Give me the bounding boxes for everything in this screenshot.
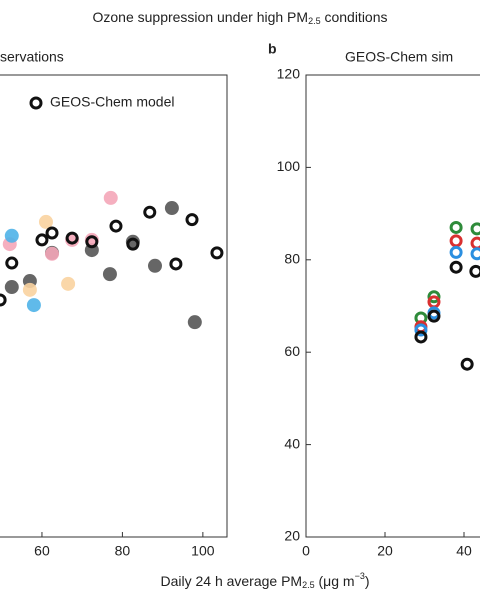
panel-label: b — [268, 41, 277, 57]
title-part: Ozone suppression under high PM — [92, 9, 308, 25]
xlabel-sub: 2.5 — [302, 580, 315, 590]
data-point — [427, 290, 441, 304]
y-tick-label: 80 — [284, 251, 300, 267]
data-point — [470, 247, 480, 261]
data-point — [147, 258, 162, 273]
data-point — [61, 276, 76, 291]
x-tick-label: 100 — [191, 543, 215, 559]
data-point — [187, 315, 202, 330]
data-point — [22, 282, 37, 297]
panel-title: servations — [0, 49, 64, 65]
data-point — [4, 228, 19, 243]
xlabel-sup: −3 — [355, 571, 365, 581]
data-point — [109, 219, 123, 233]
legend-label: GEOS-Chem model — [50, 94, 174, 110]
data-point — [449, 260, 463, 274]
data-point — [5, 256, 19, 270]
xlabel-part: Daily 24 h average PM — [160, 573, 302, 589]
data-point — [164, 201, 179, 216]
data-point — [449, 245, 463, 259]
data-point — [45, 226, 59, 240]
plot-frame — [305, 74, 480, 538]
data-point — [414, 323, 428, 337]
xlabel-part: (μg m — [315, 573, 355, 589]
data-point — [185, 213, 199, 227]
y-tick-label: 40 — [284, 435, 300, 451]
data-point — [65, 231, 79, 245]
data-point — [470, 236, 480, 250]
x-tick-label: 80 — [115, 543, 131, 559]
legend-marker — [29, 96, 43, 110]
x-tick-label: 0 — [302, 543, 310, 559]
xlabel-part: ) — [365, 573, 370, 589]
data-point — [126, 237, 140, 251]
data-point — [469, 264, 480, 278]
data-point — [449, 234, 463, 248]
y-tick-label: 20 — [284, 528, 300, 544]
data-point — [85, 235, 99, 249]
data-point — [449, 220, 463, 234]
title-part: conditions — [321, 9, 388, 25]
y-tick-label: 120 — [277, 66, 301, 82]
data-point — [38, 214, 53, 229]
data-point — [169, 257, 183, 271]
data-point — [26, 298, 41, 313]
x-tick-label: 20 — [377, 543, 393, 559]
data-point — [470, 222, 480, 236]
data-point — [143, 205, 157, 219]
data-point — [414, 330, 428, 344]
plot-frame — [0, 74, 228, 538]
y-tick-label: 100 — [277, 158, 301, 174]
data-point — [102, 267, 117, 282]
figure-title: Ozone suppression under high PM2.5 condi… — [92, 9, 387, 27]
title-sub: 2.5 — [308, 16, 321, 26]
data-point — [427, 309, 441, 323]
x-tick-label: 60 — [34, 543, 50, 559]
data-point — [0, 293, 7, 307]
data-point — [4, 280, 19, 295]
data-point — [210, 246, 224, 260]
data-point — [45, 246, 60, 261]
x-axis-label: Daily 24 h average PM2.5 (μg m−3) — [160, 571, 369, 590]
panel-title: GEOS-Chem sim — [345, 49, 453, 65]
data-point — [35, 233, 49, 247]
y-tick-label: 60 — [284, 343, 300, 359]
x-tick-label: 40 — [456, 543, 472, 559]
data-point — [460, 357, 474, 371]
data-point — [103, 190, 118, 205]
